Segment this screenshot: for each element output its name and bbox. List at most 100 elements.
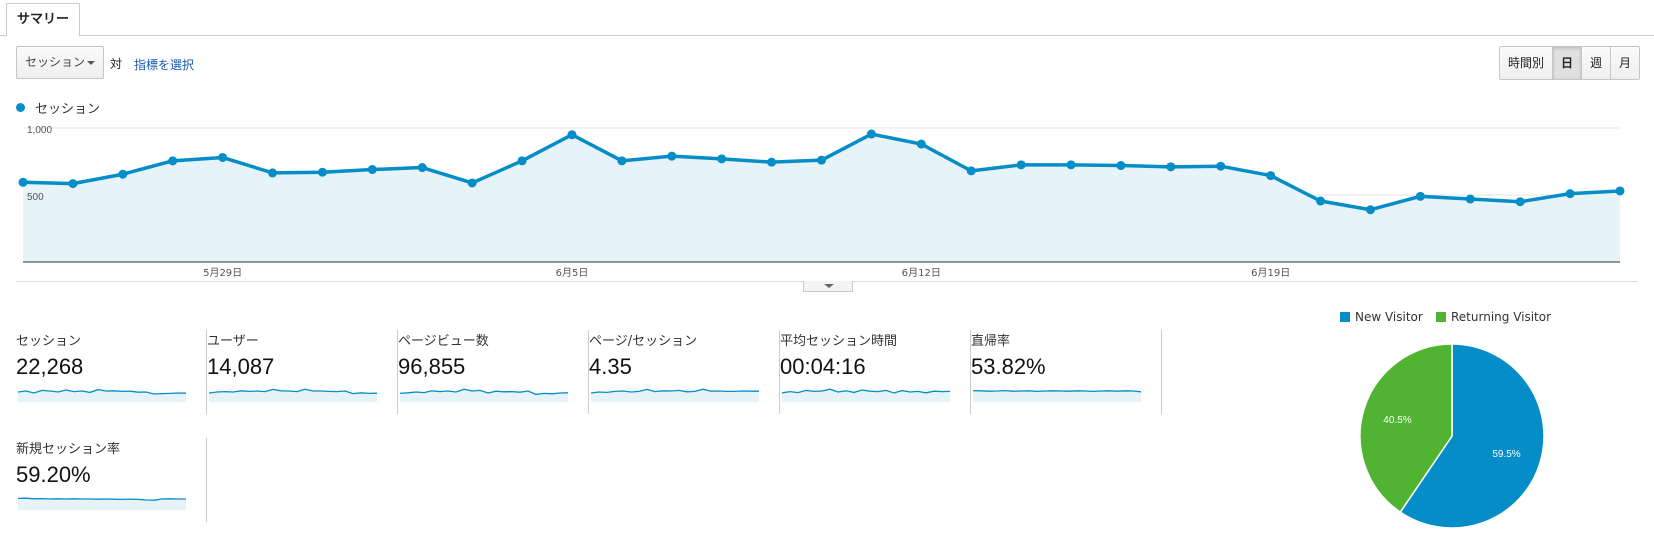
data-point xyxy=(417,163,427,173)
sparkline-area xyxy=(209,389,377,402)
data-point xyxy=(617,156,627,166)
x-tick-label: 6月12日 xyxy=(902,267,941,279)
chart-legend: セッション xyxy=(16,98,100,117)
pie-slice-new-visitor xyxy=(1399,343,1545,529)
metric-dropdown-value: セッション xyxy=(25,55,86,69)
period-toggle-group: 時間別 日 週 月 xyxy=(1498,46,1640,80)
period-week-button[interactable]: 週 xyxy=(1581,47,1611,79)
series-area xyxy=(23,134,1620,262)
kpi-sparkline xyxy=(209,388,377,402)
data-point xyxy=(717,154,727,164)
chevron-down-icon xyxy=(87,61,95,65)
sparkline-area xyxy=(18,389,186,402)
kpi-label: 直帰率 xyxy=(971,334,1011,349)
kpi-value: 22,268 xyxy=(16,354,84,379)
sparkline-line xyxy=(400,388,568,396)
sparkline-line xyxy=(591,388,759,394)
kpi-sessions[interactable]: セッション 22,268 xyxy=(16,330,207,414)
data-point xyxy=(1565,189,1575,199)
sparkline-area xyxy=(782,389,950,402)
period-hourly-button[interactable]: 時間別 xyxy=(1499,47,1553,79)
tab-bar: サマリー xyxy=(0,0,1654,37)
sparkline-area xyxy=(18,498,186,510)
pie-slice-label: 40.5% xyxy=(1383,415,1411,426)
collapse-arrow-icon xyxy=(824,284,834,288)
kpi-value: 4.35 xyxy=(589,354,632,379)
data-point xyxy=(1116,161,1126,171)
sparkline-area xyxy=(400,389,568,402)
legend-label-sessions: セッション xyxy=(35,102,101,117)
period-month-button[interactable]: 月 xyxy=(1610,47,1639,79)
sparkline-line xyxy=(782,388,950,394)
data-point xyxy=(517,156,527,166)
kpi-sparkline xyxy=(782,388,950,402)
period-day-button[interactable]: 日 xyxy=(1552,47,1582,79)
pie-legend-label: New Visitor xyxy=(1355,310,1423,324)
kpi-value: 96,855 xyxy=(398,354,466,379)
kpi-label: ユーザー xyxy=(207,334,259,349)
metric-dropdown[interactable]: セッション xyxy=(16,46,104,79)
x-tick-label: 5月29日 xyxy=(203,267,242,279)
kpi-sparkline xyxy=(18,497,186,510)
collapse-chart-handle[interactable] xyxy=(803,281,853,292)
choose-metric-link[interactable]: 指標を選択 xyxy=(134,58,195,72)
kpi-label: セッション xyxy=(16,334,82,349)
data-point xyxy=(68,179,78,189)
kpi-sparkline xyxy=(18,388,186,402)
data-point xyxy=(1166,162,1176,172)
kpi-label: ページビュー数 xyxy=(398,334,489,349)
kpi-value: 00:04:16 xyxy=(780,354,866,379)
data-point xyxy=(1515,197,1525,207)
data-point xyxy=(1415,191,1425,201)
data-point xyxy=(1316,196,1326,206)
data-point xyxy=(1066,160,1076,170)
data-point xyxy=(467,178,477,188)
pie-legend-label: Returning Visitor xyxy=(1451,310,1552,324)
pie-legend-returning: Returning Visitor xyxy=(1436,310,1551,324)
sparkline-line xyxy=(18,388,186,395)
kpi-label: 平均セッション時間 xyxy=(780,334,898,349)
data-point xyxy=(1615,186,1625,196)
data-point xyxy=(817,155,826,165)
y-tick-label: 1,000 xyxy=(27,125,52,136)
sparkline-line xyxy=(18,497,186,501)
kpi-bounce-rate[interactable]: 直帰率 53.82% xyxy=(971,330,1162,414)
data-point xyxy=(168,156,178,166)
kpi-sparkline xyxy=(400,388,568,402)
kpi-pageviews[interactable]: ページビュー数 96,855 xyxy=(398,330,589,414)
legend-dot-icon xyxy=(16,103,25,112)
kpi-pages-per-session[interactable]: ページ/セッション 4.35 xyxy=(589,330,780,414)
pie-legend-new: New Visitor xyxy=(1340,310,1423,324)
data-point xyxy=(367,165,377,175)
data-point xyxy=(667,151,677,161)
data-point xyxy=(268,168,278,178)
visitor-type-pie-chart: 59.5% 40.5% xyxy=(1359,343,1545,529)
data-point xyxy=(1365,205,1375,215)
data-point xyxy=(317,167,327,177)
pie-slice-label: 59.5% xyxy=(1492,449,1520,460)
data-point xyxy=(1216,161,1226,171)
data-point xyxy=(1266,171,1276,181)
kpi-value: 53.82% xyxy=(971,354,1046,379)
kpi-users[interactable]: ユーザー 14,087 xyxy=(207,330,398,414)
kpi-sparkline xyxy=(591,388,759,402)
tab-summary[interactable]: サマリー xyxy=(6,3,81,37)
data-point xyxy=(567,130,577,140)
kpi-sparkline xyxy=(973,389,1141,402)
x-tick-label: 6月19日 xyxy=(1251,267,1290,279)
vs-label: 対 xyxy=(110,57,123,71)
data-point xyxy=(118,169,128,179)
kpi-avg-session-duration[interactable]: 平均セッション時間 00:04:16 xyxy=(780,330,971,414)
new-visitor-swatch xyxy=(1340,312,1350,322)
data-point xyxy=(18,177,28,187)
kpi-label: ページ/セッション xyxy=(589,334,698,349)
data-point xyxy=(1465,194,1475,204)
sparkline-area xyxy=(973,390,1141,402)
kpi-new-session-rate[interactable]: 新規セッション率 59.20% xyxy=(16,438,207,522)
kpi-value: 14,087 xyxy=(207,354,275,379)
x-tick-label: 6月5日 xyxy=(556,267,589,279)
data-point xyxy=(767,157,777,167)
kpi-value: 59.20% xyxy=(16,462,91,487)
pie-slice-returning-visitor xyxy=(1359,343,1453,514)
y-tick-label: 500 xyxy=(27,192,44,203)
